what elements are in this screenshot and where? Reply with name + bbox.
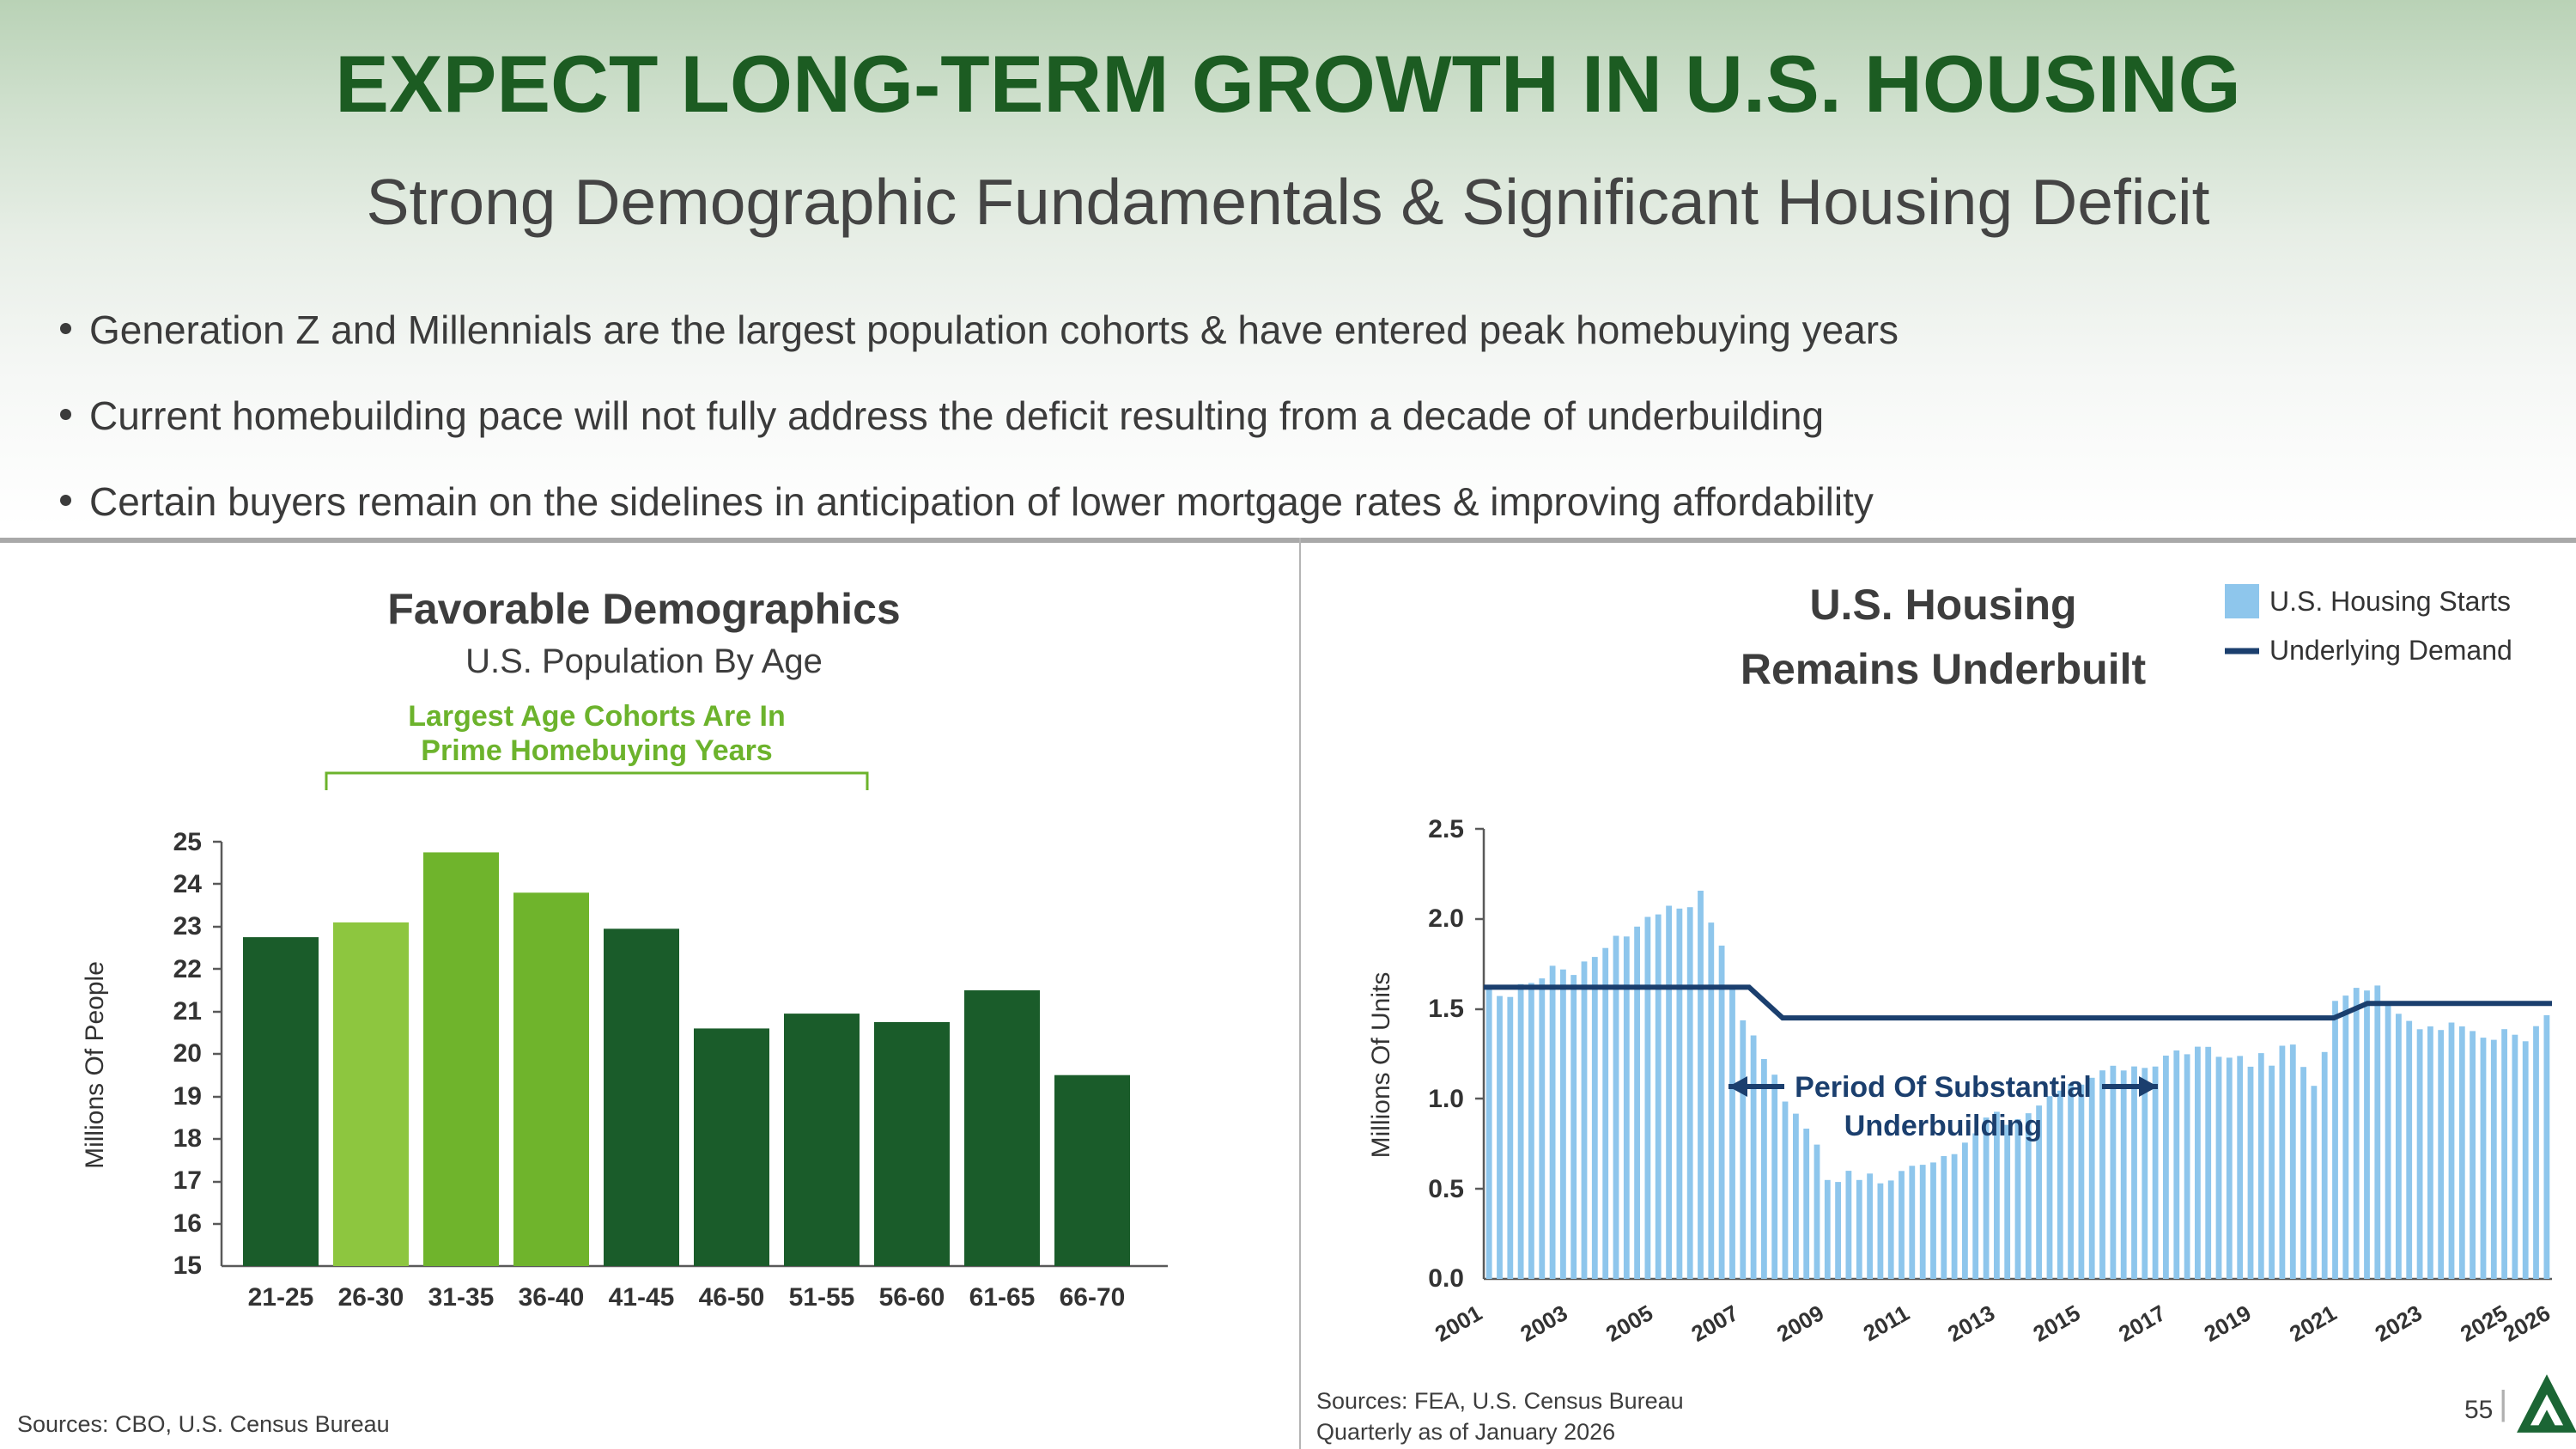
svg-text:2.5: 2.5: [1428, 815, 1464, 843]
svg-text:26-30: 26-30: [338, 1283, 404, 1312]
svg-text:16: 16: [173, 1209, 202, 1238]
svg-text:24: 24: [173, 870, 203, 898]
svg-text:66-70: 66-70: [1060, 1283, 1126, 1312]
svg-text:2011: 2011: [1859, 1300, 1914, 1346]
svg-text:46-50: 46-50: [699, 1283, 765, 1312]
svg-text:31-35: 31-35: [428, 1283, 495, 1312]
svg-text:22: 22: [173, 955, 202, 983]
svg-text:51-55: 51-55: [789, 1283, 855, 1312]
svg-text:15: 15: [173, 1251, 202, 1280]
svg-text:19: 19: [173, 1082, 202, 1111]
svg-text:2005: 2005: [1601, 1300, 1657, 1347]
svg-text:Underbuilding: Underbuilding: [1844, 1110, 2042, 1142]
svg-text:2026: 2026: [2499, 1300, 2555, 1347]
svg-text:Period Of Substantial: Period Of Substantial: [1795, 1071, 2092, 1104]
svg-text:41-45: 41-45: [609, 1283, 675, 1312]
svg-text:2001: 2001: [1431, 1300, 1486, 1347]
svg-text:2.0: 2.0: [1428, 904, 1464, 933]
svg-text:2021: 2021: [2285, 1300, 2341, 1347]
svg-text:25: 25: [173, 828, 202, 856]
svg-text:2015: 2015: [2029, 1300, 2085, 1347]
svg-text:2009: 2009: [1772, 1300, 1828, 1347]
svg-text:21: 21: [173, 997, 202, 1026]
svg-text:2023: 2023: [2371, 1300, 2427, 1347]
svg-text:36-40: 36-40: [519, 1283, 585, 1312]
svg-text:U.S. Housing Starts: U.S. Housing Starts: [2269, 586, 2511, 617]
svg-text:0.0: 0.0: [1428, 1264, 1464, 1293]
svg-text:2013: 2013: [1943, 1300, 1999, 1347]
svg-text:0.5: 0.5: [1428, 1175, 1464, 1203]
svg-text:2019: 2019: [2200, 1300, 2256, 1347]
svg-text:1.0: 1.0: [1428, 1085, 1464, 1113]
svg-text:56-60: 56-60: [879, 1283, 945, 1312]
svg-text:2017: 2017: [2114, 1300, 2170, 1347]
svg-text:1.5: 1.5: [1428, 995, 1464, 1023]
svg-text:Millions Of Units: Millions Of Units: [1367, 972, 1395, 1159]
svg-text:Largest Age Cohorts Are In: Largest Age Cohorts Are In: [408, 700, 786, 733]
svg-text:61-65: 61-65: [969, 1283, 1036, 1312]
svg-text:17: 17: [173, 1166, 202, 1195]
svg-text:Prime Homebuying Years: Prime Homebuying Years: [421, 734, 772, 767]
svg-text:2003: 2003: [1516, 1300, 1571, 1347]
svg-text:21-25: 21-25: [248, 1283, 314, 1312]
svg-text:2007: 2007: [1687, 1300, 1743, 1347]
svg-text:Millions Of People: Millions Of People: [81, 961, 109, 1169]
svg-text:18: 18: [173, 1124, 202, 1153]
svg-text:20: 20: [173, 1039, 202, 1068]
svg-text:23: 23: [173, 912, 202, 941]
svg-text:Underlying Demand: Underlying Demand: [2269, 635, 2512, 666]
